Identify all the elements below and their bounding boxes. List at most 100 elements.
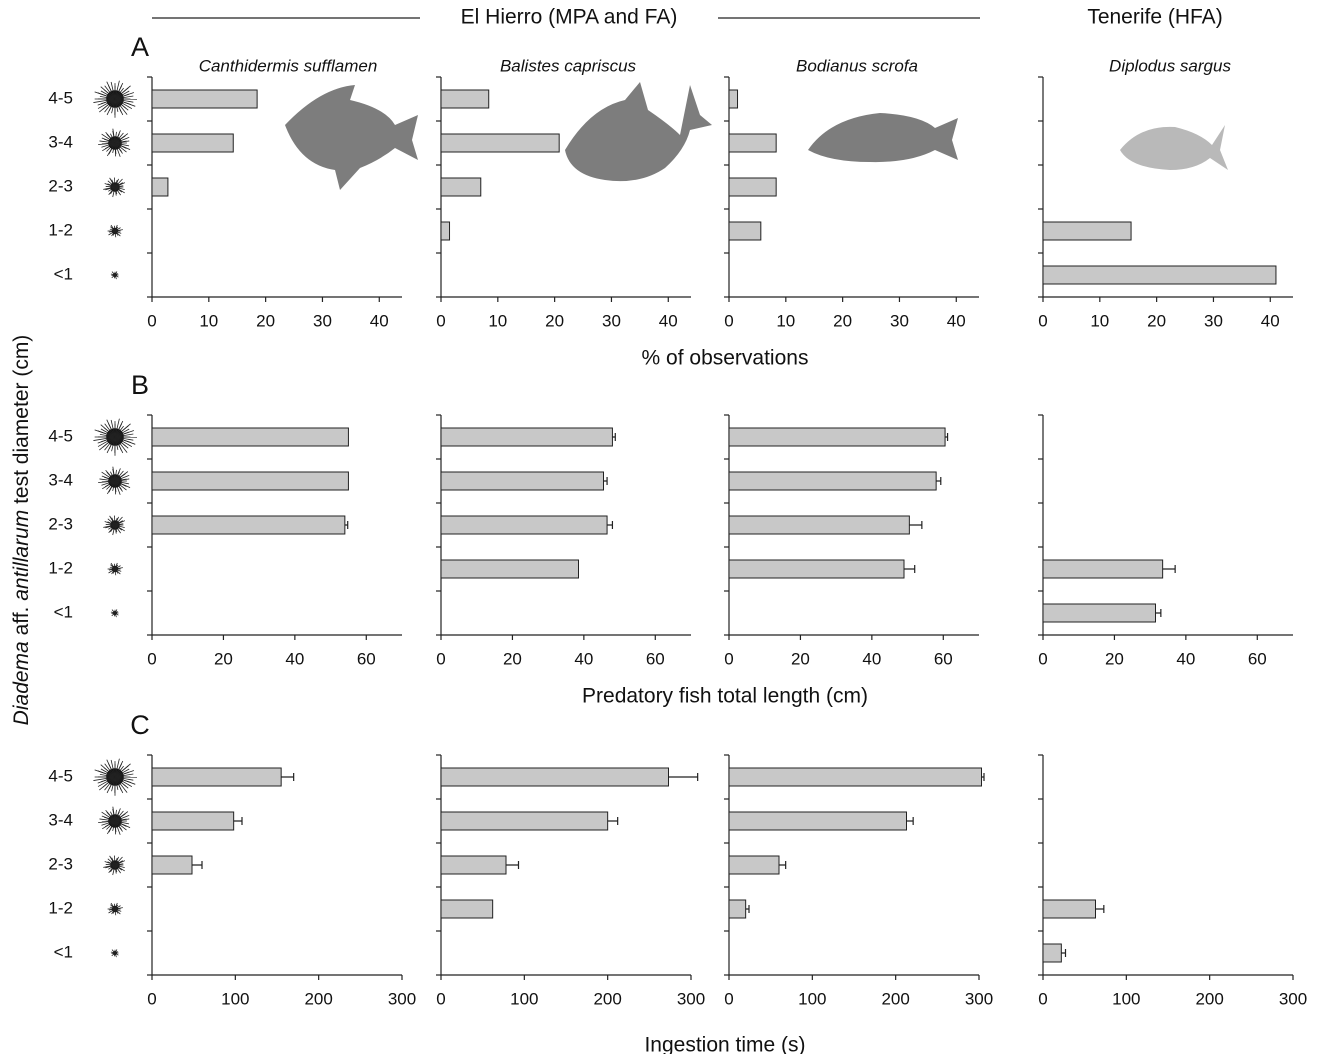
panel-letter: A <box>131 32 149 62</box>
x-tick-label: 60 <box>357 649 376 668</box>
x-tick-label: 20 <box>256 311 275 330</box>
x-tick-label: 100 <box>1112 989 1140 1008</box>
x-tick-label: 20 <box>833 311 852 330</box>
x-tick-label: 10 <box>199 311 218 330</box>
error-bar <box>1163 565 1176 573</box>
bar <box>441 856 506 874</box>
bar <box>729 900 746 918</box>
y-tick-label: <1 <box>54 942 73 961</box>
bar <box>1043 900 1096 918</box>
error-bar <box>669 773 698 781</box>
species-title: Bodianus scrofa <box>796 56 918 75</box>
bar <box>441 472 604 490</box>
bar <box>152 178 168 196</box>
y-axis-title-part: test diameter (cm) <box>10 335 33 510</box>
x-tick-label: 0 <box>1038 649 1047 668</box>
y-axis-title-part: aff. <box>10 601 33 641</box>
x-tick-label: 40 <box>947 311 966 330</box>
x-tick-label: 40 <box>370 311 389 330</box>
bar <box>729 472 936 490</box>
bar <box>441 900 493 918</box>
error-bar <box>904 565 915 573</box>
x-tick-label: 100 <box>221 989 249 1008</box>
x-tick-label: 0 <box>1038 311 1047 330</box>
error-bar <box>907 817 914 825</box>
x-tick-label: 40 <box>574 649 593 668</box>
error-bar <box>936 477 941 485</box>
bar <box>729 178 776 196</box>
x-tick-label: 0 <box>436 649 445 668</box>
bar <box>152 856 192 874</box>
y-tick-label: 3-4 <box>48 132 73 151</box>
bar <box>441 560 579 578</box>
y-tick-label: 4-5 <box>48 766 73 785</box>
species-title: Balistes capriscus <box>500 56 637 75</box>
bar <box>729 516 909 534</box>
fish-icon <box>285 85 418 190</box>
bar <box>729 428 945 446</box>
bar <box>729 768 982 786</box>
urchin-spine <box>114 856 115 865</box>
x-tick-label: 40 <box>1261 311 1280 330</box>
x-tick-label: 60 <box>646 649 665 668</box>
bar <box>1043 944 1061 962</box>
bar <box>441 516 607 534</box>
bar <box>729 812 907 830</box>
x-tick-label: 0 <box>147 311 156 330</box>
bar <box>152 516 345 534</box>
figure: El Hierro (MPA and FA) Tenerife (HFA) Ca… <box>0 0 1324 1054</box>
error-bar <box>1061 949 1065 957</box>
x-tick-label: 200 <box>593 989 621 1008</box>
x-tick-label: 0 <box>147 649 156 668</box>
species-title: Canthidermis sufflamen <box>199 56 378 75</box>
x-tick-label: 300 <box>1279 989 1307 1008</box>
error-bar <box>746 905 749 913</box>
bar <box>152 472 348 490</box>
x-tick-label: 40 <box>285 649 304 668</box>
x-tick-label: 20 <box>503 649 522 668</box>
x-tick-label: 300 <box>388 989 416 1008</box>
region-title: Tenerife (HFA) <box>1087 6 1222 29</box>
error-bar <box>604 477 608 485</box>
x-tick-label: 100 <box>798 989 826 1008</box>
fish-icon <box>565 82 712 181</box>
y-tick-label: 3-4 <box>48 810 73 829</box>
y-tick-label: 3-4 <box>48 470 73 489</box>
bar <box>152 428 348 446</box>
x-tick-label: 30 <box>602 311 621 330</box>
error-bar <box>1156 609 1161 617</box>
x-tick-label: 30 <box>1204 311 1223 330</box>
x-axis-title: Ingestion time (s) <box>644 1034 805 1054</box>
error-bar <box>281 773 294 781</box>
x-tick-label: 0 <box>436 311 445 330</box>
bar <box>441 428 612 446</box>
bar <box>441 178 481 196</box>
x-tick-label: 300 <box>677 989 705 1008</box>
y-axis-title-part: antillarum <box>10 510 33 601</box>
x-tick-label: 60 <box>934 649 953 668</box>
x-tick-label: 40 <box>659 311 678 330</box>
fish-icon <box>1120 125 1228 170</box>
bar <box>152 768 281 786</box>
panel-letter: C <box>130 710 150 740</box>
x-tick-label: 60 <box>1248 649 1267 668</box>
bar <box>729 560 904 578</box>
bar <box>441 222 450 240</box>
x-tick-label: 40 <box>1176 649 1195 668</box>
y-tick-label: 4-5 <box>48 88 73 107</box>
y-tick-label: 1-2 <box>48 898 73 917</box>
x-axis-title: Predatory fish total length (cm) <box>582 685 868 708</box>
x-tick-label: 30 <box>890 311 909 330</box>
x-tick-label: 0 <box>724 311 733 330</box>
x-tick-label: 200 <box>1195 989 1223 1008</box>
bar <box>729 222 761 240</box>
bar <box>441 812 608 830</box>
bar <box>152 134 233 152</box>
x-tick-label: 300 <box>965 989 993 1008</box>
y-axis-title-part: Diadema <box>10 641 33 725</box>
x-axis-title: % of observations <box>642 347 809 370</box>
x-tick-label: 30 <box>313 311 332 330</box>
x-tick-label: 20 <box>1147 311 1166 330</box>
x-tick-label: 0 <box>436 989 445 1008</box>
bar <box>1043 604 1156 622</box>
